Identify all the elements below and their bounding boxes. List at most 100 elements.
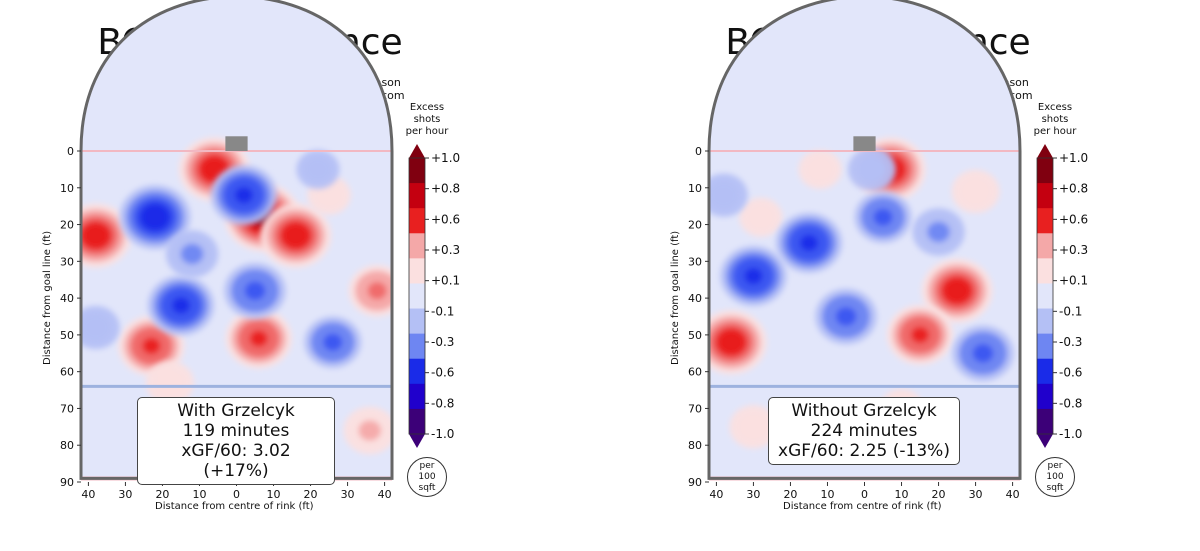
y-axis-label: Distance from goal line (ft) <box>42 230 53 365</box>
colorbar-segment <box>409 208 425 234</box>
colorbar-segment <box>1037 333 1053 360</box>
y-tick-label: 50 <box>60 329 74 342</box>
excess-hotspot <box>343 406 392 455</box>
colorbar-title: Excess shots per hour <box>405 102 449 137</box>
colorbar-tick-label: +0.6 <box>1059 212 1088 226</box>
x-tick-label: 10 <box>192 488 206 501</box>
colorbar-segment <box>409 383 425 410</box>
colorbar-tick-label: -0.8 <box>431 396 454 410</box>
deficit-hotspot <box>775 212 843 273</box>
excess-hotspot <box>145 361 194 405</box>
colorbar-segment <box>1037 258 1053 284</box>
y-tick-label: 50 <box>688 329 702 342</box>
annotation-minutes: 224 minutes <box>810 421 918 441</box>
y-tick-label: 90 <box>60 476 74 489</box>
deficit-hotspot <box>81 305 120 350</box>
excess-hotspot <box>798 149 842 189</box>
colorbar-tick-label: -1.0 <box>431 427 454 441</box>
colorbar-segment <box>409 333 425 360</box>
x-tick-label: 30 <box>746 488 760 501</box>
deficit-hotspot <box>709 173 748 217</box>
colorbar-bottom-arrow <box>409 434 425 448</box>
y-tick-label: 10 <box>60 182 74 195</box>
x-tick-label: 40 <box>81 488 95 501</box>
excess-hotspot <box>118 315 185 376</box>
colorbar-title: Excess shots per hour <box>1033 102 1077 137</box>
colorbar-segment <box>409 408 425 435</box>
colorbar-top-arrow <box>409 144 425 158</box>
x-tick-label: 20 <box>304 488 318 501</box>
colorbar-tick-label: +0.1 <box>431 274 460 288</box>
x-tick-label: 10 <box>820 488 834 501</box>
y-tick-label: 30 <box>688 255 702 268</box>
x-tick-label: 20 <box>783 488 797 501</box>
y-tick-label: 30 <box>60 255 74 268</box>
deficit-hotspot <box>210 165 278 226</box>
x-tick-label: 10 <box>895 488 909 501</box>
colorbar-segment <box>409 183 425 209</box>
colorbar-segment <box>409 233 425 259</box>
colorbar-segment <box>1037 308 1053 335</box>
colorbar-tick-label: +0.3 <box>431 243 460 257</box>
excess-hotspot <box>260 203 332 268</box>
excess-hotspot <box>348 264 392 317</box>
deficit-hotspot <box>165 230 219 278</box>
colorbar-tick-label: +0.3 <box>1059 243 1088 257</box>
y-tick-label: 80 <box>60 439 74 452</box>
colorbar-tick-label: -0.8 <box>1059 396 1082 410</box>
excess-hotspot <box>225 308 292 369</box>
colorbar-tick-label: -0.1 <box>431 304 454 318</box>
colorbar-tick-label: +0.8 <box>431 182 460 196</box>
x-tick-label: 0 <box>233 488 240 501</box>
excess-hotspot <box>886 304 954 365</box>
colorbar-segment <box>1037 358 1053 385</box>
excess-hotspot <box>739 197 783 237</box>
colorbar-top-arrow <box>1037 144 1053 158</box>
annotation-xgf: xGF/60: 2.25 (-13%) <box>778 441 950 461</box>
y-tick-label: 80 <box>688 439 702 452</box>
colorbar-tick-label: +0.8 <box>1059 182 1088 196</box>
unit-label: per 100 sqft <box>407 457 447 497</box>
y-tick-label: 70 <box>688 402 702 415</box>
deficit-hotspot <box>119 185 191 250</box>
colorbar-segment <box>1037 183 1053 209</box>
annotation-minutes: 119 minutes <box>182 421 290 441</box>
deficit-hotspot <box>720 246 787 307</box>
x-tick-label: 10 <box>267 488 281 501</box>
y-tick-label: 0 <box>67 145 74 158</box>
deficit-hotspot <box>815 288 877 345</box>
rink-boards <box>79 0 394 480</box>
x-tick-label: 30 <box>969 488 983 501</box>
colorbar-segment <box>1037 158 1053 184</box>
colorbar-segment <box>409 358 425 385</box>
colorbar-segment <box>1037 233 1053 259</box>
y-tick-label: 60 <box>688 366 702 379</box>
heatmap-layer <box>709 0 1020 479</box>
colorbar-segment <box>409 158 425 184</box>
annotation-xgf: xGF/60: 3.02 (+17%) <box>181 441 291 481</box>
deficit-hotspot <box>224 262 286 319</box>
unit-label: per 100 sqft <box>1035 457 1075 497</box>
goal-net <box>853 136 876 151</box>
colorbar-tick-label: +0.6 <box>431 212 460 226</box>
deficit-hotspot <box>147 275 215 336</box>
colorbar: +1.0 +0.8 +0.6 +0.3 +0.1 -0.1 -0.3 -0.6 -0.8 -1.0 <box>408 144 460 448</box>
y-tick-label: 10 <box>688 182 702 195</box>
excess-hotspot <box>709 310 767 375</box>
colorbar-tick-label: +0.1 <box>1059 274 1088 288</box>
colorbar-tick-label: +1.0 <box>431 151 460 165</box>
excess-hotspot <box>951 169 1000 214</box>
y-tick-label: 40 <box>688 292 702 305</box>
rink-heatmap: 40 30 20 10 0 10 20 30 40 0 10 20 30 40 50 60 70 80 90 +1.0… <box>688 0 1088 501</box>
x-tick-label: 40 <box>1006 488 1020 501</box>
annotation-box: With Grzelcyk 119 minutes xGF/60: 3.02 (… <box>137 397 335 485</box>
x-tick-label: 0 <box>861 488 868 501</box>
deficit-hotspot <box>304 316 362 369</box>
colorbar-segment <box>1037 408 1053 435</box>
colorbar-bottom-arrow <box>1037 434 1053 448</box>
x-tick-label: 30 <box>118 488 132 501</box>
deficit-hotspot <box>912 208 965 256</box>
colorbar-segment <box>409 308 425 335</box>
x-axis-label: Distance from centre of rink (ft) <box>783 501 942 512</box>
panel-without-grzelcyk: BOS 5v5 Offence Unblocked Shot Rates 202… <box>628 0 1200 551</box>
